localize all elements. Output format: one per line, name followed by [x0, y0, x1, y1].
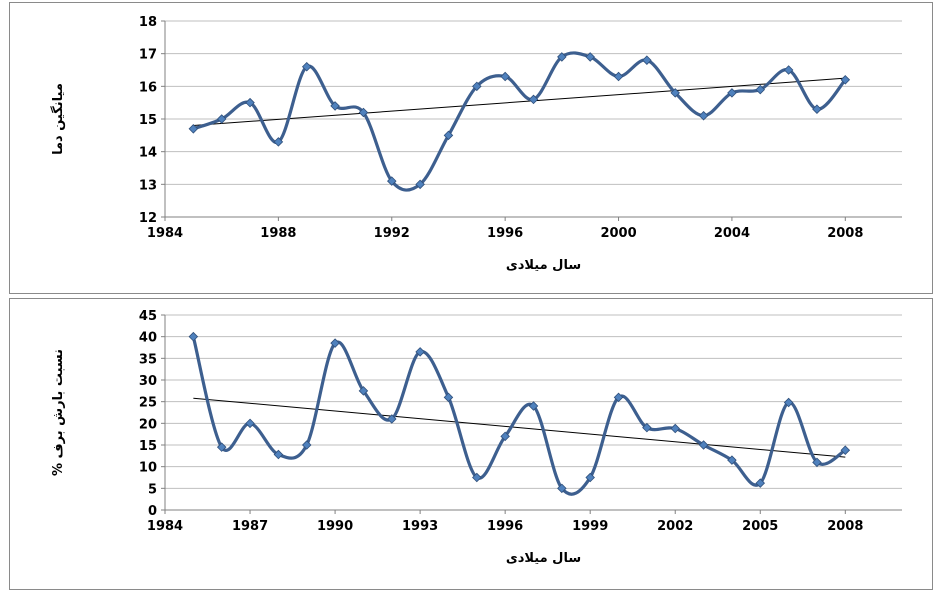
data-point [812, 104, 822, 114]
x-tick-label: 2008 [827, 226, 863, 241]
data-point [557, 483, 567, 494]
data-point [500, 71, 510, 82]
x-tick-label: 1990 [317, 519, 353, 534]
data-point [670, 423, 680, 434]
data-point [783, 397, 794, 408]
data-point [528, 401, 539, 411]
data-point [188, 124, 199, 134]
y-tick-label: 0 [148, 504, 157, 519]
y-axis-title: % نسبت بارش برف [51, 349, 66, 476]
y-tick-label: 15 [139, 113, 157, 128]
trend-line [193, 77, 846, 127]
data-point [642, 422, 652, 433]
data-point [330, 101, 340, 111]
data-point [727, 455, 737, 465]
data-point [670, 88, 680, 98]
data-point [301, 61, 312, 72]
data-point [500, 431, 510, 442]
data-point [216, 442, 227, 452]
y-tick-label: 30 [139, 374, 157, 389]
y-tick-label: 18 [139, 15, 157, 30]
data-point [245, 418, 255, 429]
series-line [191, 336, 847, 496]
y-tick-label: 25 [139, 396, 157, 411]
y-axis-title: میانگین دما [50, 83, 66, 155]
data-point [613, 71, 624, 82]
data-point [812, 457, 822, 468]
data-point [698, 440, 709, 450]
data-point [443, 392, 454, 403]
data-point [613, 392, 624, 403]
temperature-chart-panel: 12 13 14 15 16 17 18 1984 1988 1992 1996 2000 2004 20… [9, 2, 933, 294]
data-point [387, 176, 397, 186]
data-point [330, 338, 340, 348]
x-tick-label: 1984 [147, 226, 183, 241]
snowfall-chart-panel: 0 5 10 15 20 25 30 35 40 45 1984 1987 1990 1993 1996 19… [9, 298, 933, 590]
y-tick-label: 5 [148, 482, 157, 497]
data-point [443, 130, 454, 141]
x-tick-label: 1984 [147, 519, 183, 534]
data-point [245, 97, 255, 108]
data-point [415, 179, 425, 190]
data-point [273, 449, 284, 460]
x-tick-label: 1993 [402, 519, 438, 534]
x-tick-label: 2000 [600, 226, 636, 241]
data-point [528, 94, 539, 105]
x-tick-label: 1999 [572, 519, 608, 534]
trend-line [193, 397, 846, 458]
data-point [642, 55, 652, 65]
y-tick-label: 10 [139, 461, 157, 476]
x-tick-label: 2004 [714, 226, 750, 241]
data-point [273, 137, 284, 147]
x-tick-label: 1992 [374, 226, 410, 241]
data-point [755, 478, 766, 488]
x-tick-label: 1996 [487, 519, 523, 534]
x-tick-label: 1988 [260, 226, 296, 241]
y-tick-label: 20 [139, 417, 157, 432]
y-tick-label: 13 [139, 178, 157, 193]
data-point [216, 114, 227, 124]
series-line [192, 51, 847, 192]
data-point [387, 414, 397, 424]
data-point [698, 110, 709, 121]
snowfall-chart: 0 5 10 15 20 25 30 35 40 45 1984 1987 1990 1993 1996 19… [51, 309, 902, 566]
data-point [840, 445, 851, 455]
temperature-chart: 12 13 14 15 16 17 18 1984 1988 1992 1996 2000 2004 20… [50, 15, 902, 273]
y-tick-label: 17 [139, 48, 157, 63]
y-tick-label: 45 [139, 309, 157, 324]
y-tick-label: 40 [139, 331, 157, 346]
data-point [301, 440, 312, 450]
data-point [472, 81, 482, 92]
x-tick-label: 1987 [232, 519, 268, 534]
data-point [755, 84, 766, 95]
data-point [783, 65, 794, 75]
data-point [727, 88, 737, 98]
data-point [472, 472, 482, 483]
x-axis-title: سال میلادی [506, 551, 581, 566]
data-point [585, 472, 595, 483]
data-point [358, 386, 369, 396]
y-tick-label: 16 [139, 80, 157, 95]
y-tick-label: 15 [139, 439, 157, 454]
x-tick-label: 2008 [827, 519, 863, 534]
y-tick-label: 12 [139, 211, 157, 226]
y-tick-label: 14 [139, 146, 157, 161]
data-point [415, 347, 425, 357]
x-tick-label: 2002 [657, 519, 693, 534]
data-point [557, 52, 567, 62]
y-tick-label: 35 [139, 352, 157, 367]
data-point [840, 75, 851, 85]
x-tick-label: 1996 [487, 226, 523, 241]
data-point [188, 331, 199, 342]
x-axis-title: سال میلادی [506, 258, 581, 273]
data-point [585, 52, 595, 62]
x-tick-label: 2005 [742, 519, 778, 534]
data-point [358, 107, 369, 118]
